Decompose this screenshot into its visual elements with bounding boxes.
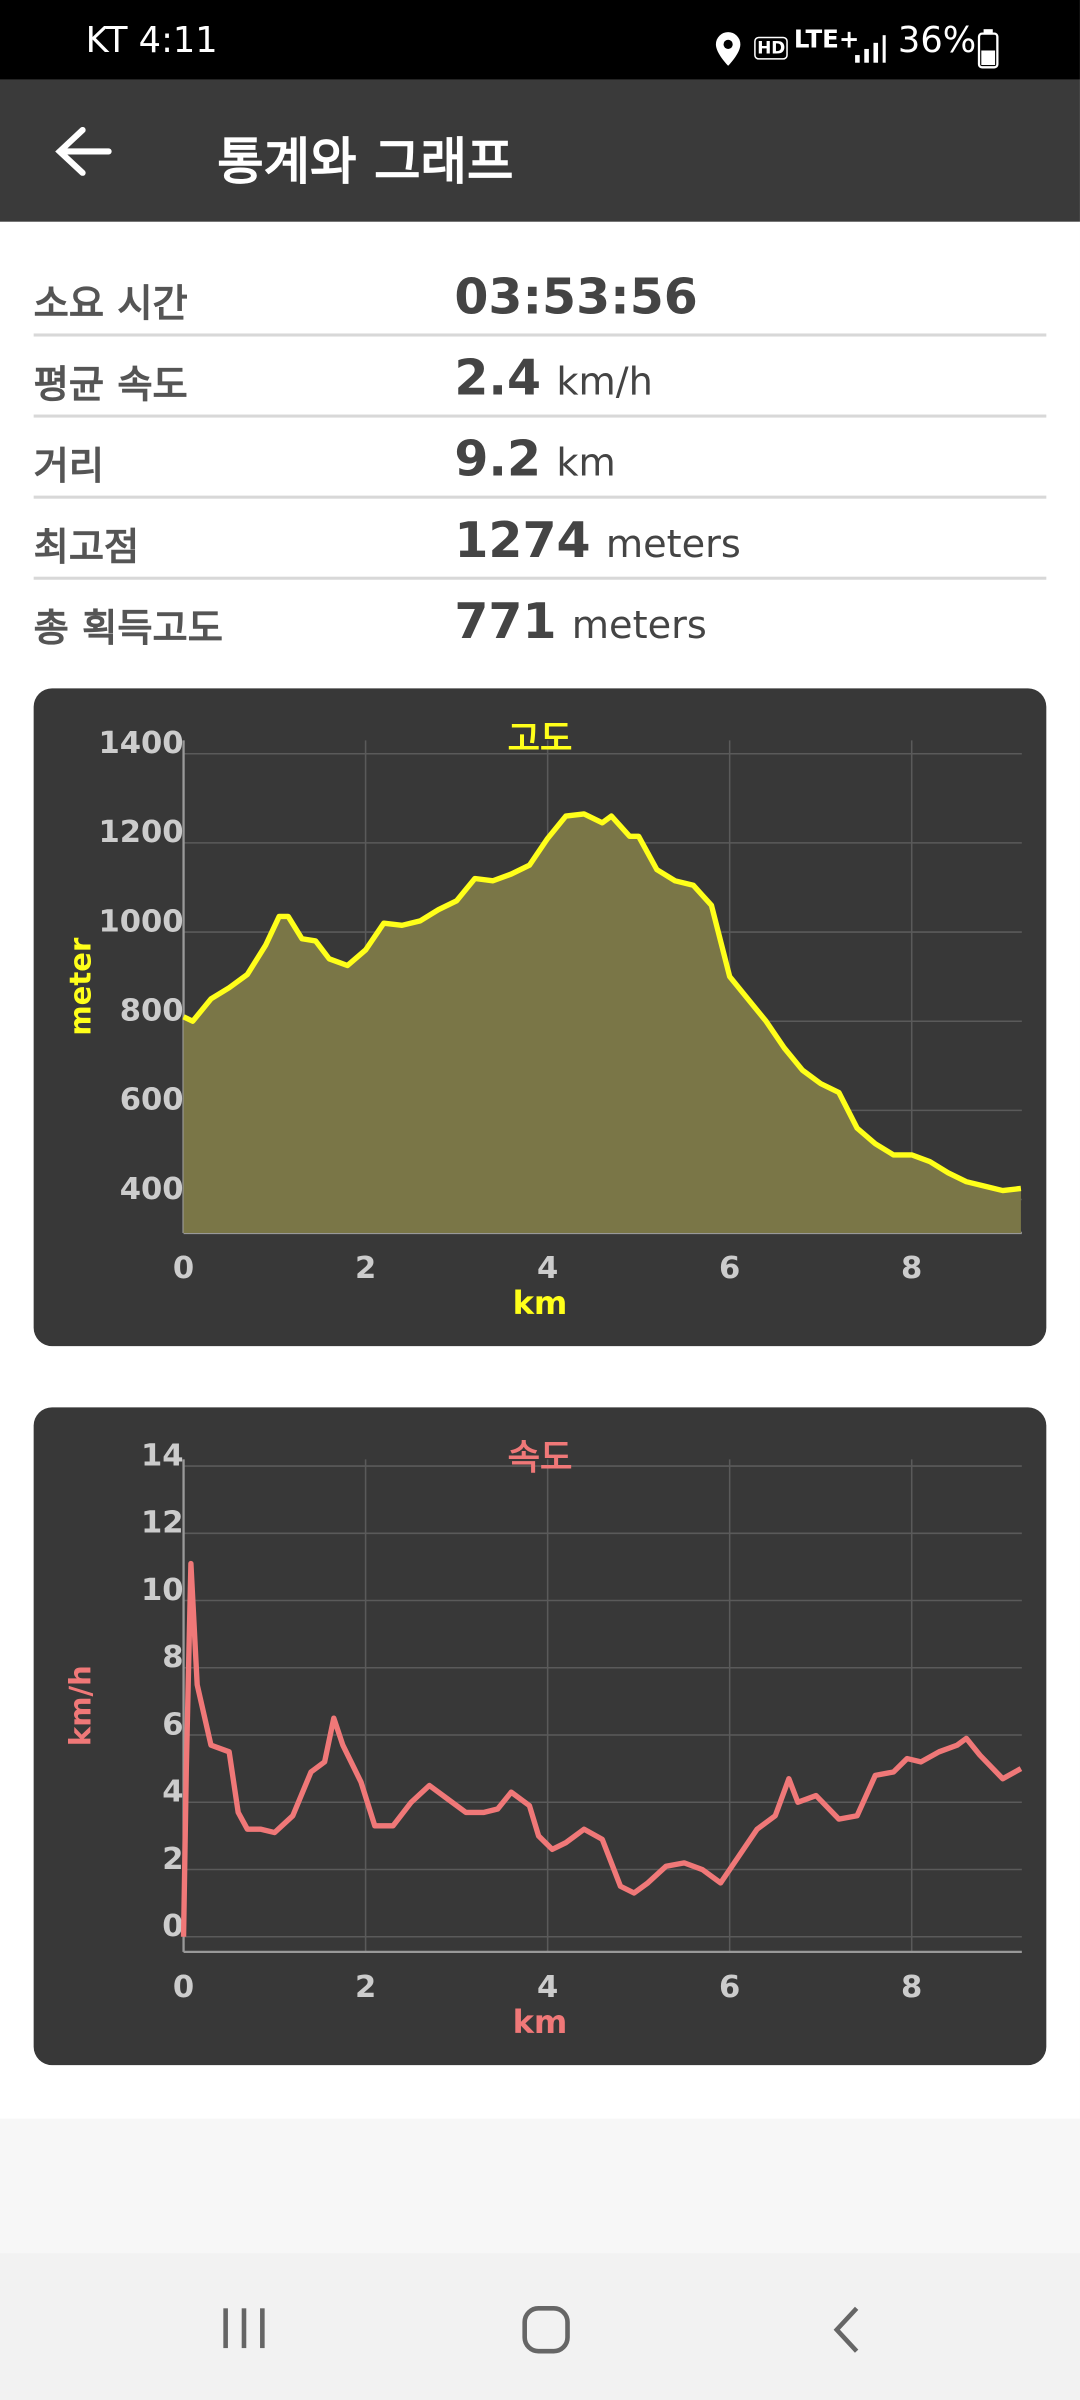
stat-number: 1274 [454,510,591,570]
x-tick-label: 0 [173,1251,194,1286]
separator [33,495,1047,499]
x-tick-label: 6 [719,1970,740,2005]
stat-label: 거리 [33,443,105,488]
chart-title: 고도 [508,718,573,759]
x-tick-label: 4 [537,1251,558,1286]
stat-label: 최고점 [33,524,140,570]
stat-value: 1274 meters [454,511,741,569]
app-bar: 통계와 그래프 [0,79,1080,222]
y-tick-label: 800 [120,994,184,1029]
battery-icon [977,29,999,69]
y-tick-label: 14 [141,1438,184,1473]
stat-label: 소요 시간 [33,281,188,326]
y-tick-label: 12 [141,1506,184,1541]
stat-value: 9.2 km [454,430,615,488]
y-axis-label: km/h [64,1665,98,1746]
elevation-chart: 400 600 800 1000 1200 1400 0 2 4 6 8 고도 km meter [64,718,1022,1322]
chart-title: 속도 [508,1437,573,1478]
stat-number: 03:53:56 [454,267,698,326]
x-tick-label: 2 [355,1251,376,1286]
speed-card: 0 2 4 6 8 10 12 14 0 2 4 6 8 속도 km km/h [33,1407,1047,2066]
stat-unit: km [556,440,616,485]
y-axis-label: meter [64,937,98,1036]
stat-number: 2.4 [454,348,542,407]
x-tick-label: 8 [901,1251,922,1286]
stat-value: 2.4 km/h [454,349,653,407]
x-tick-label: 2 [355,1970,376,2005]
y-tick-label: 10 [141,1573,184,1608]
data-line [182,811,1022,1194]
x-tick-label: 6 [719,1251,740,1286]
x-axis-label: km [513,1284,568,1322]
stat-unit: km/h [556,359,653,404]
y-tick-label: 8 [162,1640,183,1675]
x-axis-label: km [513,2003,568,2041]
y-tick-label: 400 [120,1172,184,1207]
elevation-card: 400 600 800 1000 1200 1400 0 2 4 6 8 고도 km meter [33,688,1047,1347]
y-tick-label: 1000 [98,904,183,939]
status-bar: KT 4:11 HD LTE+ 36% [0,0,1080,80]
separator [33,576,1047,580]
hd-icon: HD [754,36,789,60]
stat-unit: meters [605,521,741,566]
area-fill [183,813,1021,1233]
stat-label: 총 획득고도 [33,605,223,651]
y-tick-label: 4 [162,1775,183,1810]
location-icon [715,32,741,66]
stat-value: 771 meters [454,592,706,650]
nav-bar [0,2253,1080,2400]
stat-number: 9.2 [454,429,542,488]
x-tick-label: 0 [173,1970,194,2005]
y-tick-label: 2 [162,1842,183,1877]
stat-value: 03:53:56 [454,268,698,326]
network-type: LTE+ [793,24,860,54]
y-tick-label: 1400 [98,726,183,761]
back-nav-button[interactable] [829,2304,866,2356]
home-button[interactable] [520,2304,572,2356]
x-tick-label: 8 [901,1970,922,2005]
stat-unit: meters [571,602,707,648]
y-tick-label: 6 [162,1707,183,1742]
separator [33,414,1047,418]
separator [33,333,1047,337]
x-tick-label: 4 [537,1970,558,2005]
recent-apps-button[interactable] [219,2305,271,2351]
signal-icon [855,35,886,63]
data-line [180,1560,1023,1937]
y-tick-label: 1200 [98,815,183,850]
stat-number: 771 [454,591,557,651]
carrier-time: KT 4:11 [85,21,218,62]
y-tick-label: 0 [162,1909,183,1944]
back-button[interactable] [55,126,113,176]
stat-label: 평균 속도 [33,362,188,407]
y-tick-label: 600 [120,1083,184,1118]
speed-chart: 0 2 4 6 8 10 12 14 0 2 4 6 8 속도 km km/h [64,1437,1023,2041]
battery-percent: 36% [897,21,977,62]
screen-title: 통계와 그래프 [217,131,514,192]
